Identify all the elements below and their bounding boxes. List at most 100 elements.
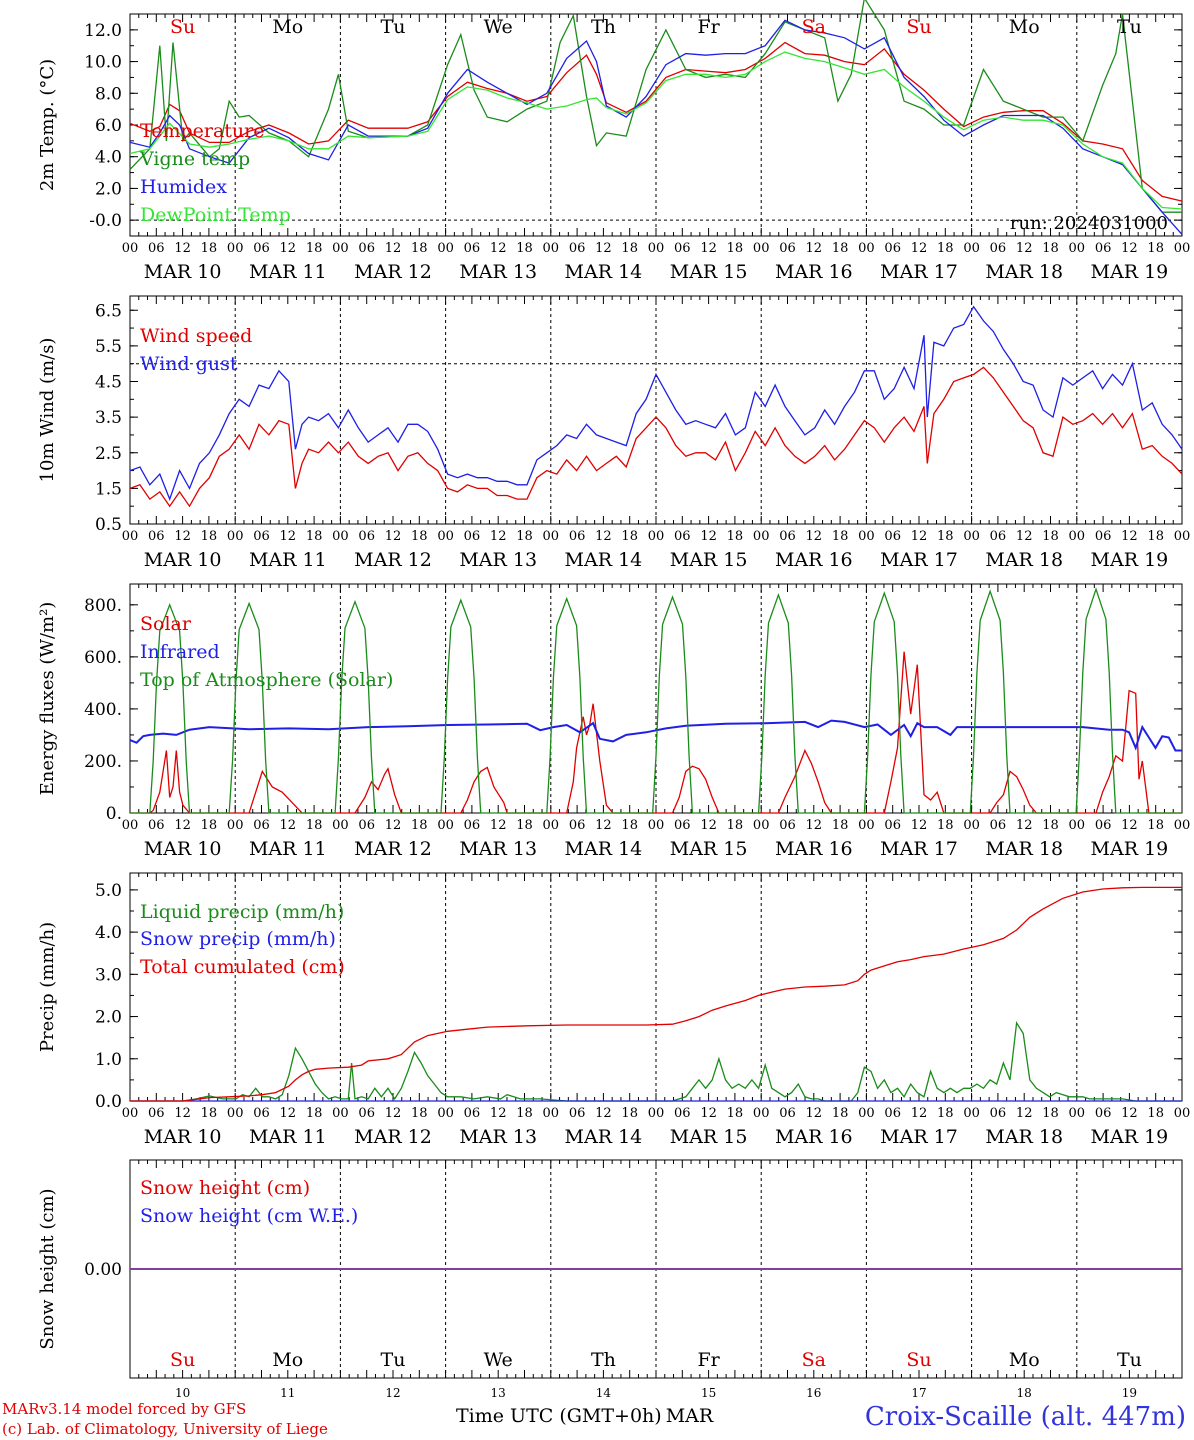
y-tick-label: 6.0 <box>95 116 122 136</box>
y-tick-label: 2.5 <box>95 444 122 464</box>
hour-tick-label: 12 <box>806 818 823 833</box>
hour-tick-label: 12 <box>174 1106 191 1121</box>
day-number-label: 12 <box>385 1386 400 1400</box>
series-line-1 <box>129 366 1183 508</box>
hour-tick-label: 06 <box>464 818 481 833</box>
legend-entry: Humidex <box>140 176 227 198</box>
hour-tick-label: 12 <box>1121 529 1138 544</box>
hour-tick-label: 00 <box>122 818 139 833</box>
hour-tick-label: 06 <box>990 241 1007 256</box>
date-label: MAR 17 <box>880 549 958 571</box>
day-number-label: 17 <box>911 1386 926 1400</box>
hour-tick-label: 12 <box>490 241 507 256</box>
hour-tick-label: 06 <box>464 1106 481 1121</box>
x-axis-label-text: Time UTC (GMT+0h) <box>456 1405 662 1427</box>
hour-tick-label: 12 <box>280 529 297 544</box>
hour-tick-label: 12 <box>280 1106 297 1121</box>
hour-tick-label: 00 <box>1069 241 1086 256</box>
hour-tick-label: 12 <box>806 529 823 544</box>
hour-tick-label: 18 <box>621 529 638 544</box>
date-label: MAR 12 <box>354 549 432 571</box>
hour-tick-label: 00 <box>332 529 349 544</box>
y-tick-label: 3.0 <box>95 965 122 985</box>
hour-tick-label: 00 <box>1174 1106 1191 1121</box>
y-tick-label: 200. <box>84 752 122 772</box>
hour-tick-label: 00 <box>963 529 980 544</box>
day-number-label: 10 <box>175 1386 190 1400</box>
hour-tick-label: 06 <box>779 241 796 256</box>
date-label: MAR 17 <box>880 261 958 283</box>
hour-tick-label: 00 <box>858 818 875 833</box>
hour-tick-label: 18 <box>1147 241 1164 256</box>
hour-tick-label: 00 <box>1174 818 1191 833</box>
hour-tick-label: 12 <box>385 241 402 256</box>
series-line-4 <box>129 51 1183 210</box>
weekday-label: Tu <box>1117 1349 1142 1371</box>
hour-tick-label: 12 <box>1121 241 1138 256</box>
y-tick-label: 4.0 <box>95 923 122 943</box>
date-label: MAR 13 <box>459 838 537 860</box>
hour-tick-label: 06 <box>253 1106 270 1121</box>
hour-tick-label: 18 <box>201 529 218 544</box>
hour-tick-label: 18 <box>201 818 218 833</box>
hour-tick-label: 00 <box>648 818 665 833</box>
date-label: MAR 15 <box>670 549 748 571</box>
hour-tick-label: 12 <box>595 1106 612 1121</box>
hour-tick-label: 12 <box>385 818 402 833</box>
hour-tick-label: 12 <box>385 1106 402 1121</box>
hour-tick-label: 18 <box>621 241 638 256</box>
hour-tick-label: 18 <box>306 1106 323 1121</box>
y-tick-label: 600. <box>84 648 122 668</box>
hour-tick-label: 18 <box>516 818 533 833</box>
y-tick-label: 12.0 <box>84 21 122 41</box>
model-credit: MARv3.14 model forced by GFS <box>2 1400 247 1418</box>
date-label: MAR 17 <box>880 1126 958 1148</box>
y-axis-label: 2m Temp. (°C) <box>37 59 58 191</box>
date-label: MAR 11 <box>249 838 327 860</box>
hour-tick-label: 00 <box>753 818 770 833</box>
hour-tick-label: 18 <box>306 818 323 833</box>
series-line-2 <box>129 0 1182 213</box>
date-label: MAR 10 <box>144 549 222 571</box>
y-tick-label: 5.0 <box>95 881 122 901</box>
hour-tick-label: 00 <box>227 1106 244 1121</box>
hour-tick-label: 12 <box>595 818 612 833</box>
hour-tick-label: 00 <box>753 529 770 544</box>
legend-entry: Wind gust <box>140 353 238 375</box>
hour-tick-label: 12 <box>1016 818 1033 833</box>
y-axis-label: 10m Wind (m/s) <box>37 338 58 483</box>
day-number-label: 13 <box>491 1386 506 1400</box>
hour-tick-label: 18 <box>727 529 744 544</box>
date-label: MAR 10 <box>144 261 222 283</box>
hour-tick-label: 00 <box>543 241 560 256</box>
hour-tick-label: 06 <box>990 529 1007 544</box>
hour-tick-label: 00 <box>1174 241 1191 256</box>
weekday-label: Mo <box>1009 1349 1040 1371</box>
hour-tick-label: 06 <box>884 529 901 544</box>
day-number-label: 11 <box>280 1386 295 1400</box>
hour-tick-label: 12 <box>490 1106 507 1121</box>
weekday-label: Mo <box>272 16 303 38</box>
y-tick-label: 10.0 <box>84 53 122 73</box>
date-label: MAR 17 <box>880 838 958 860</box>
hour-tick-label: 06 <box>1095 1106 1112 1121</box>
hour-tick-label: 00 <box>858 1106 875 1121</box>
y-axis-label: Precip (mm/h) <box>37 922 58 1052</box>
panel-1: -0.0 2.0 4.0 6.0 8.0 10.0 12.0 2m Temp. (°C) 00 0… <box>37 0 1190 283</box>
y-tick-label: 800. <box>84 596 122 616</box>
weekday-label: Su <box>170 16 195 38</box>
x-axis-month: MAR <box>665 1405 714 1427</box>
date-label: MAR 12 <box>354 261 432 283</box>
hour-tick-label: 06 <box>569 1106 586 1121</box>
y-tick-label: -0.0 <box>89 211 122 231</box>
hour-tick-label: 06 <box>779 818 796 833</box>
hour-tick-label: 12 <box>1121 1106 1138 1121</box>
date-label: MAR 14 <box>565 1126 643 1148</box>
hour-tick-label: 00 <box>227 529 244 544</box>
hour-tick-label: 00 <box>1174 529 1191 544</box>
hour-tick-label: 06 <box>464 241 481 256</box>
hour-tick-label: 12 <box>385 529 402 544</box>
date-label: MAR 13 <box>459 549 537 571</box>
hour-tick-label: 12 <box>280 818 297 833</box>
weekday-label: Tu <box>381 16 406 38</box>
